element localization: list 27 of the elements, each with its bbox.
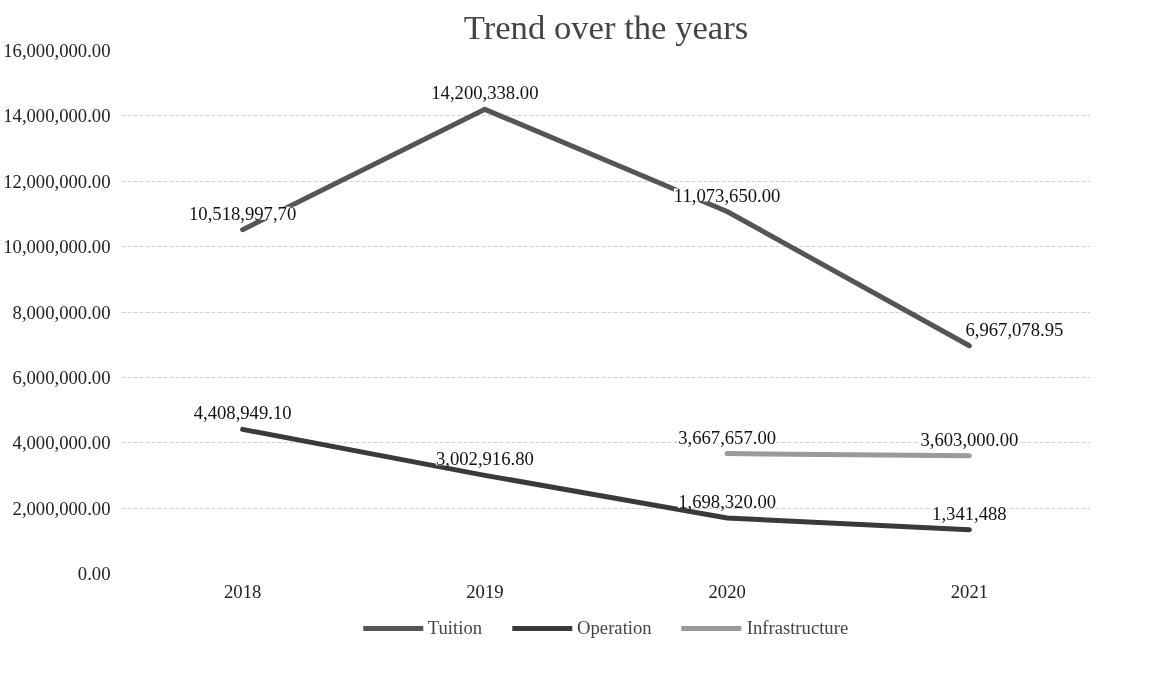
y-tick-label: 2,000,000.00 <box>12 497 111 519</box>
x-tick-label: 2019 <box>466 580 504 602</box>
data-label: 3,603,000.00 <box>920 428 1019 450</box>
data-label: 10,518,997,70 <box>188 202 297 224</box>
data-label: 3,667,657.00 <box>678 426 777 448</box>
y-tick-label: 10,000,000.00 <box>3 236 111 258</box>
y-tick-label: 8,000,000.00 <box>12 301 111 323</box>
x-tick-label: 2020 <box>708 580 746 602</box>
x-tick-label: 2018 <box>223 580 262 602</box>
legend-label: Operation <box>577 616 652 639</box>
data-label: 11,073,650.00 <box>673 184 781 206</box>
legend-label: Infrastructure <box>746 616 849 639</box>
data-label: 6,967,078.95 <box>965 318 1064 340</box>
y-tick-label: 12,000,000.00 <box>3 170 111 192</box>
chart-title: Trend over the years <box>463 7 749 46</box>
y-tick-label: 4,000,000.00 <box>12 432 111 454</box>
legend-label: Tuition <box>427 616 483 639</box>
y-tick-label: 6,000,000.00 <box>12 366 111 388</box>
x-tick-label: 2021 <box>950 580 989 602</box>
data-label: 4,408,949.10 <box>193 402 292 424</box>
data-label: 3,002,916.80 <box>435 448 534 470</box>
data-label: 1,698,320.00 <box>678 490 777 512</box>
data-label: 1,341,488 <box>932 502 1007 524</box>
y-tick-label: 14,000,000.00 <box>3 105 111 127</box>
y-tick-label: 16,000,000.00 <box>3 40 111 61</box>
data-label: 14,200,338.00 <box>431 82 539 104</box>
y-tick-label: 0.00 <box>77 563 111 584</box>
